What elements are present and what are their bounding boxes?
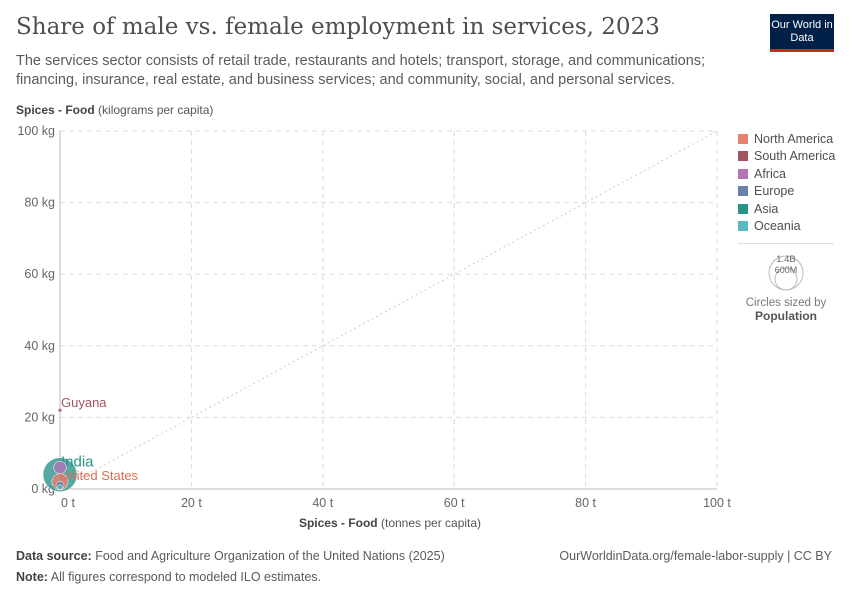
point-label: United States [60,468,139,483]
x-tick-label: 100 t [703,496,731,510]
y-tick-label: 80 kg [24,196,55,210]
x-tick-label: 60 t [444,496,465,510]
x-tick-label: 0 t [61,496,75,510]
data-point [57,407,63,413]
size-circles: 1.4B 600M [768,254,804,291]
x-axis-label: Spices - Food (tonnes per capita) [298,516,482,530]
legend-label: Oceania [754,219,801,234]
legend-swatch [738,133,748,144]
chart-title: Share of male vs. female employment in s… [16,14,660,40]
y-tick-label: 40 kg [24,339,55,353]
size-big-label: 1.4B [776,254,796,265]
size-small-label: 600M [775,265,798,275]
legend-label: South America [754,149,836,164]
y-tick-label: 20 kg [24,410,55,424]
chart-subtitle: The services sector consists of retail t… [16,53,706,88]
note: Note: All figures correspond to modeled … [16,570,322,584]
legend-swatch [738,221,748,232]
legend-item[interactable]: Europe [738,183,835,201]
legend-swatch [738,186,748,197]
size-caption: Circles sized by [745,297,827,309]
legend-item[interactable]: North America [738,130,835,148]
owid-logo[interactable]: Our World in Data [770,14,834,52]
diagonal-line [59,130,718,490]
y-axis-label: Spices - Food (kilograms per capita) [16,103,214,117]
legend-item[interactable]: Oceania [738,218,835,236]
legend-swatch [738,203,748,214]
legend-swatch [738,151,748,162]
legend-item[interactable]: Africa [738,165,835,183]
point-label: Guyana [61,395,107,410]
legend-label: Africa [754,166,786,181]
legend-label: Asia [754,201,779,216]
size-legend: 1.4B 600M Circles sized by Population [738,243,834,323]
y-tick-label: 100 kg [17,124,55,138]
legend-label: Europe [754,184,795,199]
x-tick-label: 80 t [575,496,596,510]
data-point [57,484,63,490]
legend-label: North America [754,131,834,146]
data-point [53,460,67,475]
y-tick-label: 60 kg [24,267,55,281]
legend-item[interactable]: Asia [738,200,835,218]
size-variable: Population [755,309,817,323]
legend: North America South America Africa Europe As… [738,130,835,235]
source-url[interactable]: OurWorldinData.org/female-labor-supply |… [559,549,832,563]
x-tick-label: 40 t [312,496,333,510]
legend-swatch [738,168,748,179]
x-tick-label: 20 t [181,496,202,510]
data-source: Data source: Food and Agriculture Organi… [16,549,445,563]
point-label: India [61,454,94,471]
legend-item[interactable]: South America [738,148,835,166]
